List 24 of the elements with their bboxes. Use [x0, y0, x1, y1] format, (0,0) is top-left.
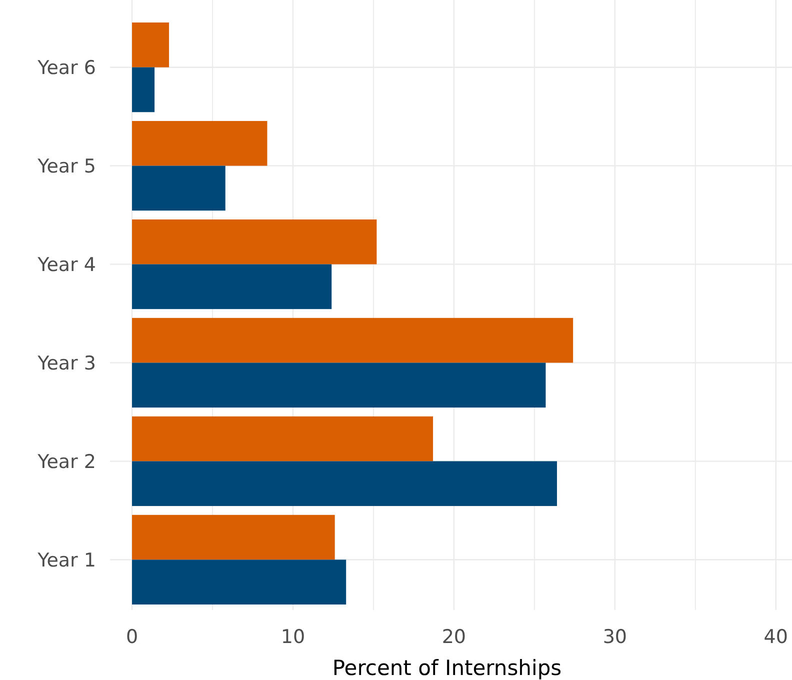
- x-tick-label: 10: [280, 626, 306, 648]
- x-tick-label: 40: [764, 626, 788, 648]
- x-tick-label: 30: [602, 626, 628, 648]
- y-tick-label: Year 3: [36, 352, 96, 374]
- bar: [132, 67, 155, 112]
- bar: [132, 416, 434, 462]
- y-tick-label: Year 5: [36, 155, 96, 178]
- bar: [132, 560, 346, 604]
- bar: [132, 514, 335, 560]
- bar: [132, 120, 268, 166]
- x-tick-label: 0: [126, 626, 138, 648]
- bar: [132, 461, 557, 506]
- y-tick-label: Year 2: [36, 450, 96, 473]
- bar: [132, 362, 546, 408]
- y-tick-label: Year 1: [36, 549, 96, 572]
- x-tick-label: 20: [442, 626, 466, 648]
- bar: [132, 219, 377, 264]
- y-tick-label: Year 4: [36, 254, 96, 276]
- x-axis-title: Percent of Internships: [332, 656, 562, 680]
- bar: [132, 22, 170, 68]
- y-tick-label: Year 6: [36, 56, 96, 79]
- bar: [132, 318, 574, 363]
- bar: [132, 166, 226, 211]
- bar: [132, 264, 332, 310]
